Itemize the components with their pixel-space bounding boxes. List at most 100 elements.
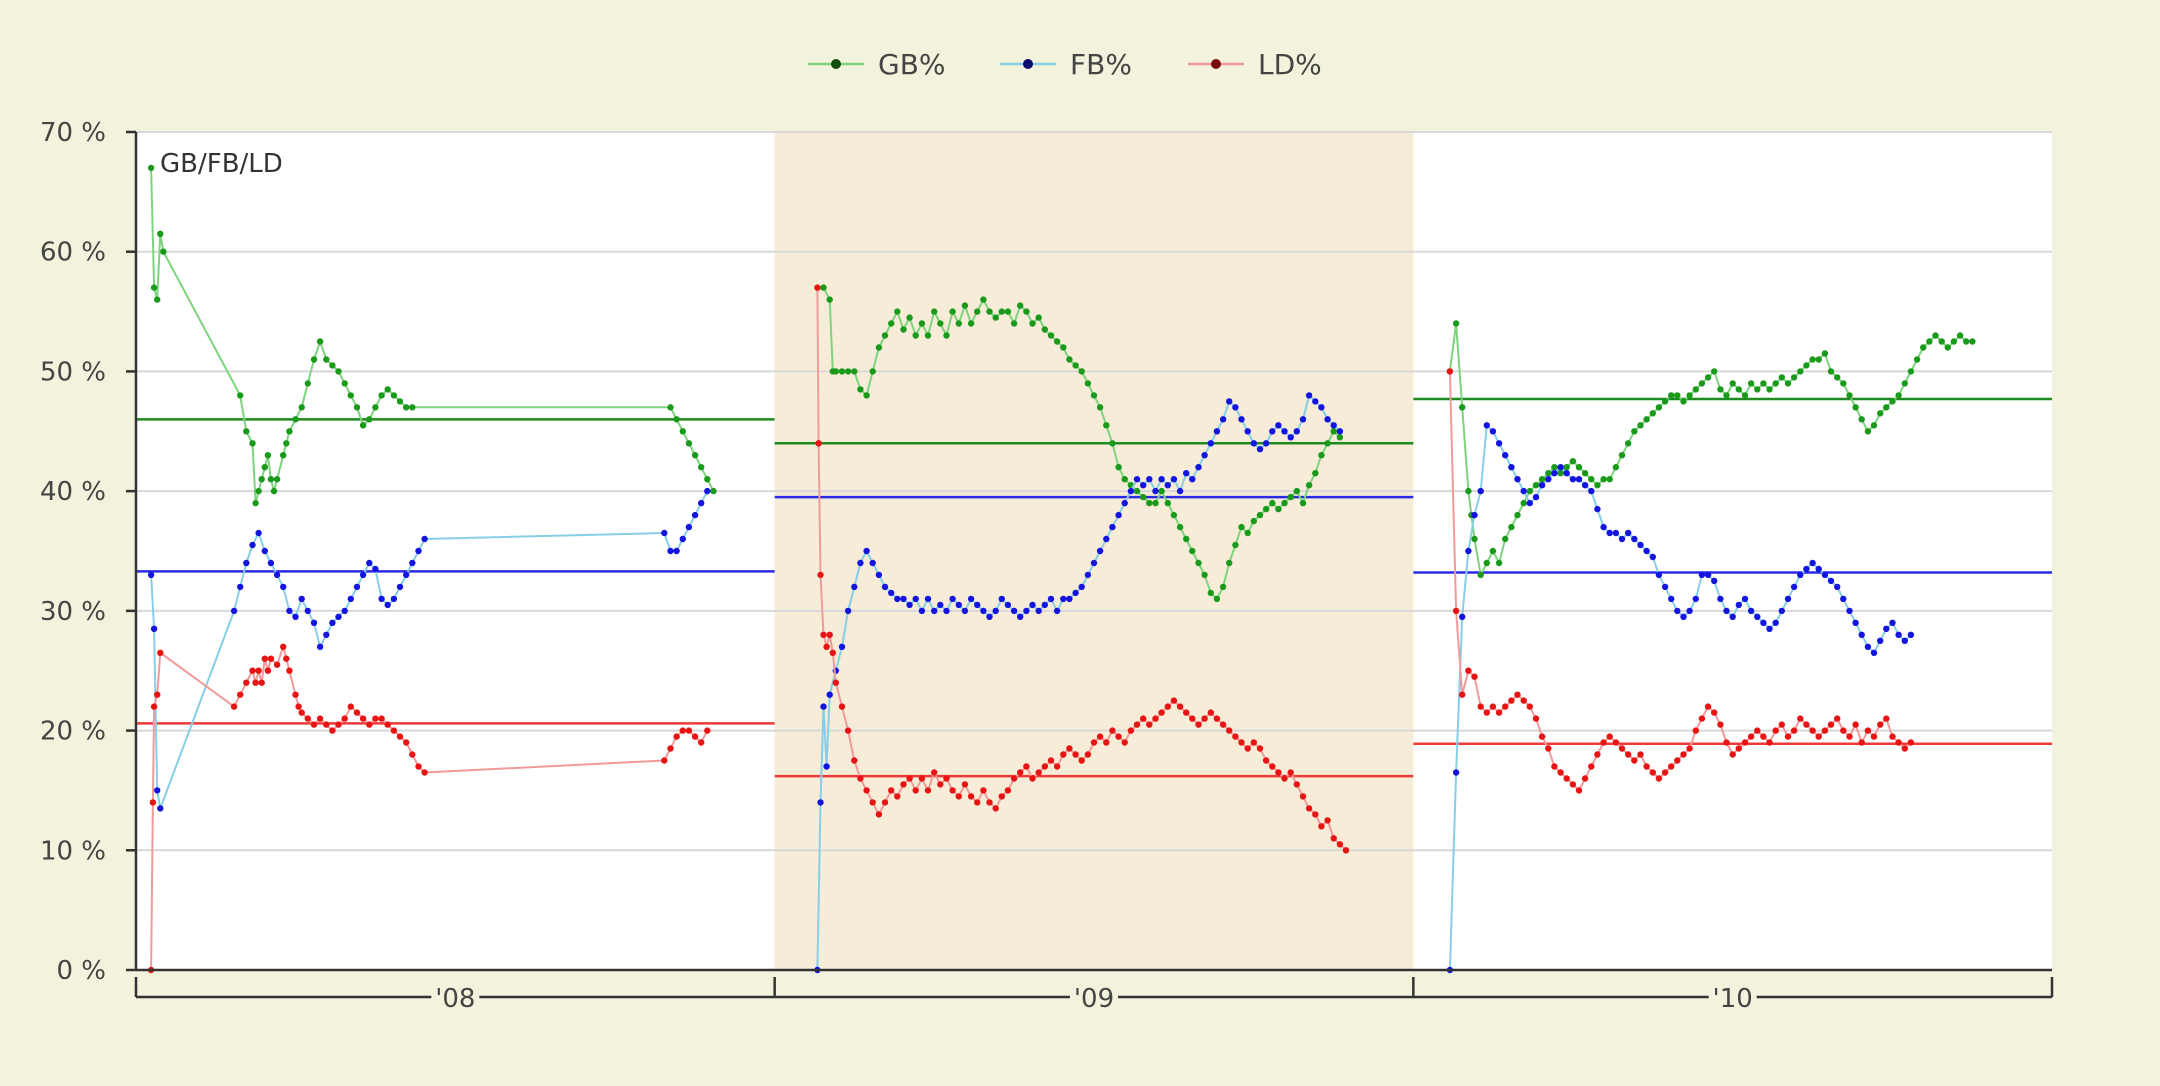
data-point (691, 511, 699, 519)
data-point (415, 547, 422, 555)
data-point (1741, 595, 1749, 603)
data-point (1870, 649, 1878, 656)
data-point (1312, 470, 1319, 477)
data-point (1944, 344, 1952, 351)
data-point (1581, 482, 1589, 489)
data-point (949, 595, 956, 603)
data-point (1729, 380, 1736, 387)
data-point (335, 368, 342, 375)
data-point (1581, 775, 1589, 782)
data-point (1281, 428, 1288, 435)
data-point (1305, 482, 1313, 489)
data-point (273, 571, 281, 579)
data-point (280, 452, 287, 459)
data-point (341, 607, 348, 615)
data-point (1686, 607, 1693, 615)
data-point (1741, 739, 1749, 746)
data-point (1226, 727, 1233, 734)
data-point (1201, 715, 1208, 722)
data-point (298, 404, 305, 411)
data-point (1661, 398, 1669, 405)
legend-entry-fb: FB% (1000, 48, 1132, 81)
data-point (249, 667, 256, 674)
data-point (1569, 781, 1577, 788)
data-point (252, 679, 259, 686)
data-point (869, 368, 876, 375)
data-point (298, 595, 305, 603)
data-point (230, 607, 238, 615)
data-point (1526, 499, 1534, 507)
data-point (1754, 613, 1761, 620)
data-point (1668, 392, 1675, 399)
data-point (1446, 368, 1454, 375)
data-point (149, 799, 157, 806)
data-point (1643, 416, 1650, 423)
data-point (1520, 499, 1527, 507)
data-point (359, 422, 367, 429)
data-point (1557, 769, 1564, 776)
data-point (931, 308, 938, 315)
data-point (1612, 739, 1620, 746)
data-point (304, 607, 311, 615)
data-point (1312, 811, 1319, 818)
data-point (255, 487, 262, 495)
data-point (1207, 440, 1215, 447)
data-point (1121, 476, 1128, 483)
data-point (1864, 643, 1872, 650)
data-point (826, 691, 833, 698)
data-point (252, 499, 259, 507)
data-point (1084, 380, 1092, 387)
data-point (1557, 464, 1564, 471)
data-point (1262, 505, 1270, 513)
data-point (1072, 751, 1079, 758)
data-point (1508, 464, 1515, 471)
data-point (691, 452, 699, 459)
data-point (863, 392, 870, 399)
data-point (1109, 440, 1116, 447)
grid-lines (136, 131, 2052, 852)
data-point (1305, 392, 1313, 399)
data-point (1790, 374, 1798, 381)
data-point (1256, 511, 1264, 519)
data-point (961, 781, 969, 788)
data-point (967, 320, 975, 327)
data-point (1078, 757, 1085, 764)
data-point (1735, 386, 1743, 393)
data-point (341, 380, 348, 387)
data-point (986, 613, 993, 620)
data-point (390, 727, 398, 734)
data-point (1195, 559, 1202, 567)
data-point (310, 721, 318, 728)
data-point (154, 296, 161, 303)
data-point (1318, 452, 1325, 459)
data-point (1637, 541, 1644, 549)
data-point (1520, 697, 1527, 704)
data-point (1563, 464, 1570, 471)
data-point (875, 571, 883, 579)
data-point (1711, 577, 1718, 585)
data-point (409, 751, 416, 758)
data-point (1538, 482, 1546, 489)
data-point (1066, 595, 1073, 603)
data-point (372, 565, 379, 573)
data-point (900, 595, 907, 603)
data-point (1840, 380, 1847, 387)
data-point (1778, 374, 1786, 381)
data-point (378, 595, 385, 603)
data-point (1674, 392, 1681, 399)
data-point (1747, 733, 1755, 740)
data-point (1797, 715, 1804, 722)
data-point (1471, 511, 1478, 519)
data-point (1452, 607, 1460, 615)
data-point (323, 356, 330, 363)
data-point (1772, 619, 1779, 626)
data-point (1004, 601, 1012, 609)
data-point (857, 386, 864, 393)
data-point (286, 428, 293, 435)
data-point (1164, 482, 1172, 489)
data-point (1275, 505, 1282, 513)
x-category-label: '08 (435, 984, 475, 1014)
data-point (341, 715, 348, 722)
data-point (912, 595, 919, 603)
